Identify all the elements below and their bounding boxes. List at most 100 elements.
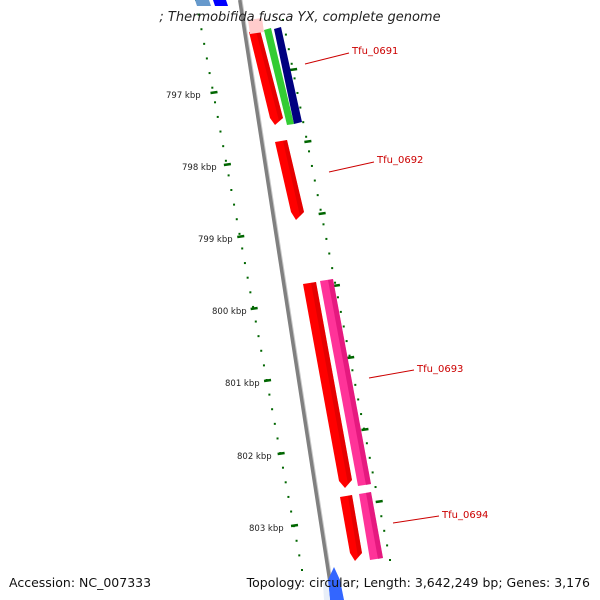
ruler-dot-right bbox=[302, 121, 305, 124]
kbp-label-797: 797 kbp bbox=[166, 91, 201, 101]
ruler-dot-left bbox=[214, 101, 217, 104]
ruler-dot-left bbox=[295, 539, 298, 542]
gene-label-tfu-0694: Tfu_0694 bbox=[441, 510, 488, 521]
ruler-dot-left bbox=[241, 247, 244, 250]
map-title: ; Thermobifida fusca YX, complete genome bbox=[159, 10, 441, 25]
ruler-dot-left bbox=[301, 569, 303, 571]
gene-label-line-2 bbox=[328, 161, 375, 173]
ruler-dot-left bbox=[281, 466, 284, 469]
ruler-dot-left bbox=[284, 481, 287, 484]
blast-hit-navy bbox=[274, 27, 302, 124]
ruler-dot-right bbox=[351, 369, 354, 372]
kbp-label-801: 801 kbp bbox=[225, 379, 260, 389]
ruler-dot-right bbox=[368, 456, 371, 459]
ruler-dot-right bbox=[336, 296, 339, 299]
ruler-dot-left bbox=[287, 495, 290, 498]
genome-backbone-highlight bbox=[241, 0, 336, 600]
gene-label-tfu-0693: Tfu_0693 bbox=[416, 364, 463, 375]
ruler-dot-left bbox=[200, 28, 203, 31]
ruler-dot-left bbox=[235, 218, 238, 221]
gene-label-tfu-0691: Tfu_0691 bbox=[351, 46, 398, 57]
ruler-dot-left bbox=[233, 203, 236, 206]
ruler-dot-left bbox=[271, 408, 274, 411]
ruler-dot-right bbox=[282, 19, 284, 21]
feature-top-lightblue bbox=[195, 0, 211, 6]
gene-label-tfu-0692: Tfu_0692 bbox=[376, 155, 423, 166]
kbp-label-802: 802 kbp bbox=[237, 452, 272, 462]
ruler-dot-left bbox=[208, 72, 211, 75]
kbp-label-799: 799 kbp bbox=[198, 235, 233, 245]
ruler-dot-left bbox=[211, 86, 214, 89]
ruler-dot-left bbox=[268, 393, 271, 396]
ruler-dot-left bbox=[273, 422, 276, 425]
ruler-dot-left bbox=[230, 189, 233, 191]
ruler-dot-right bbox=[374, 486, 377, 489]
ruler-dot-right bbox=[296, 91, 299, 94]
ruler-dot-right bbox=[299, 106, 302, 109]
blast-hit-green bbox=[264, 28, 294, 125]
ruler-dot-left bbox=[224, 159, 227, 162]
ruler-dot-right bbox=[313, 179, 316, 182]
ruler-dot-right bbox=[325, 237, 328, 240]
ruler-ticks bbox=[210, 67, 383, 528]
ruler-dot-right bbox=[360, 413, 363, 416]
cds-feature-2-shade bbox=[283, 140, 304, 216]
kbp-label-798: 798 kbp bbox=[182, 163, 217, 173]
feature-top-blue bbox=[213, 0, 228, 6]
kbp-label-800: 800 kbp bbox=[212, 307, 247, 317]
ruler-dot-left bbox=[276, 437, 279, 440]
ruler-dot-right bbox=[365, 442, 368, 445]
ruler-dot-left bbox=[219, 130, 222, 133]
rna-feature-3-shade bbox=[328, 279, 371, 485]
ruler-major-tick bbox=[289, 67, 298, 72]
ruler-dot-left bbox=[249, 291, 252, 294]
ruler-major-tick bbox=[361, 427, 369, 432]
ruler-dot-left bbox=[257, 335, 260, 338]
ruler-dot-right bbox=[305, 135, 308, 138]
ruler-dot-right bbox=[339, 310, 342, 313]
cds-feature-4-shade bbox=[348, 495, 362, 557]
ruler-dot-left bbox=[238, 232, 241, 235]
ruler-major-tick bbox=[375, 499, 383, 504]
ruler-dot-left bbox=[203, 42, 206, 45]
ruler-major-tick bbox=[277, 451, 285, 456]
ruler-dot-left bbox=[243, 262, 246, 265]
ruler-dot-left bbox=[222, 145, 225, 148]
ruler-dot-left bbox=[216, 115, 219, 118]
rna-feature-4-shade bbox=[366, 492, 383, 559]
ruler-dot-right bbox=[287, 48, 290, 51]
ruler-dot-left bbox=[254, 320, 257, 323]
gene-label-line-1 bbox=[304, 52, 350, 65]
ruler-dot-right bbox=[345, 340, 348, 343]
cds-feature-1-shade bbox=[256, 30, 283, 121]
feature-bottom-blue bbox=[328, 567, 344, 600]
kbp-label-803: 803 kbp bbox=[249, 524, 284, 534]
ruler-dot-right bbox=[334, 281, 337, 284]
ruler-dot-right bbox=[342, 325, 345, 328]
ruler-dot-right bbox=[371, 471, 374, 474]
ruler-dot-right bbox=[383, 529, 386, 532]
ruler-dot-right bbox=[386, 544, 389, 547]
ruler-dot-right bbox=[331, 267, 334, 270]
ruler-major-tick bbox=[318, 211, 326, 216]
ruler-dot-right bbox=[322, 223, 325, 226]
ruler-dot-left bbox=[205, 57, 208, 60]
ruler-dot-right bbox=[310, 164, 313, 167]
ruler-major-tick bbox=[346, 355, 355, 360]
cds-feature-3-shade bbox=[311, 282, 352, 484]
ruler-dot-left bbox=[260, 349, 263, 352]
genome-summary-text: Topology: circular; Length: 3,642,249 bp… bbox=[246, 575, 590, 590]
ruler-dot-left bbox=[227, 174, 230, 177]
ruler-dot-right bbox=[354, 383, 357, 386]
ruler-dot-left bbox=[262, 364, 265, 367]
ruler-dot-left bbox=[246, 276, 249, 279]
gene-label-line-4 bbox=[392, 515, 440, 524]
ruler-dot-right bbox=[357, 398, 360, 401]
ruler-major-tick bbox=[237, 234, 245, 239]
ruler-major-tick bbox=[210, 90, 218, 95]
ruler-dot-right bbox=[389, 559, 391, 561]
ruler-dot-left bbox=[298, 554, 301, 557]
ruler-major-tick bbox=[250, 306, 258, 311]
ruler-dot-right bbox=[319, 208, 322, 211]
